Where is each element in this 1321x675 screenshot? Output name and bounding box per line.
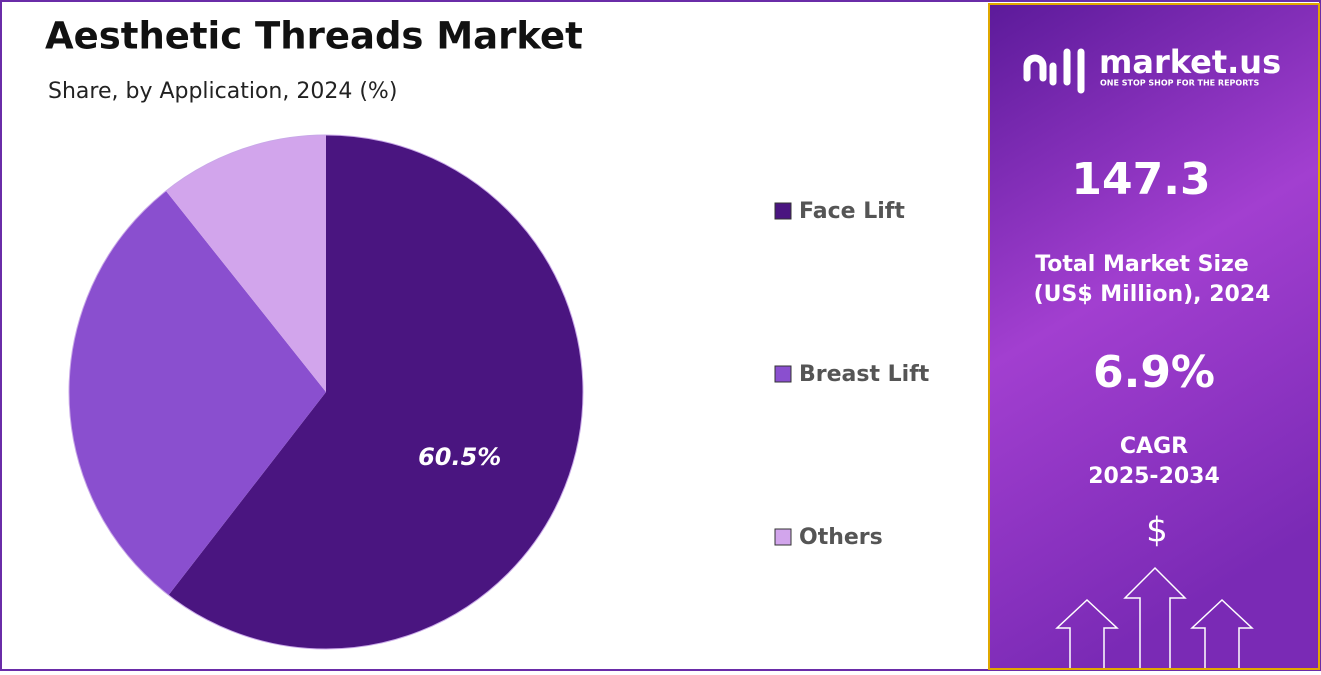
legend: Face Lift Breast Lift Others (774, 199, 930, 550)
pie: 60.5% (68, 134, 584, 650)
pie-slice (165, 135, 326, 392)
market-size-label: (US$ Million), 2024 (1034, 282, 1271, 307)
brand: market.us (1099, 43, 1281, 81)
tagline: ONE STOP SHOP FOR THE REPORTS (1100, 79, 1259, 88)
chart-subtitle: Share, by Application, 2024 (%) (48, 79, 397, 104)
logo (1023, 48, 1085, 94)
market-size: 147.3 (1071, 154, 1210, 205)
legend-label: Face Lift (799, 199, 905, 224)
legend-swatch (774, 202, 792, 220)
chart-title: Aesthetic Threads Market (45, 15, 583, 58)
currency-icon: $ (1146, 511, 1168, 551)
arrow (1055, 598, 1119, 668)
arrow (1123, 566, 1187, 668)
cagr-label: CAGR (1120, 434, 1188, 459)
pie-slice (68, 190, 326, 596)
legend-label: Others (799, 525, 883, 550)
legend-swatch (774, 528, 792, 546)
legend-label: Breast Lift (799, 362, 930, 387)
cagr-label: 2025-2034 (1088, 464, 1220, 489)
data-label: 60.5% (418, 443, 501, 471)
arrow (1190, 598, 1254, 668)
logo-icon (1023, 54, 1047, 82)
market-size-label: Total Market Size (1035, 252, 1249, 277)
pie-slice (168, 135, 583, 649)
side-panel (988, 3, 1320, 670)
pie-outline (68, 134, 584, 650)
legend-swatch (774, 365, 792, 383)
cagr: 6.9% (1093, 347, 1215, 398)
arrows-decoration (1055, 566, 1254, 668)
